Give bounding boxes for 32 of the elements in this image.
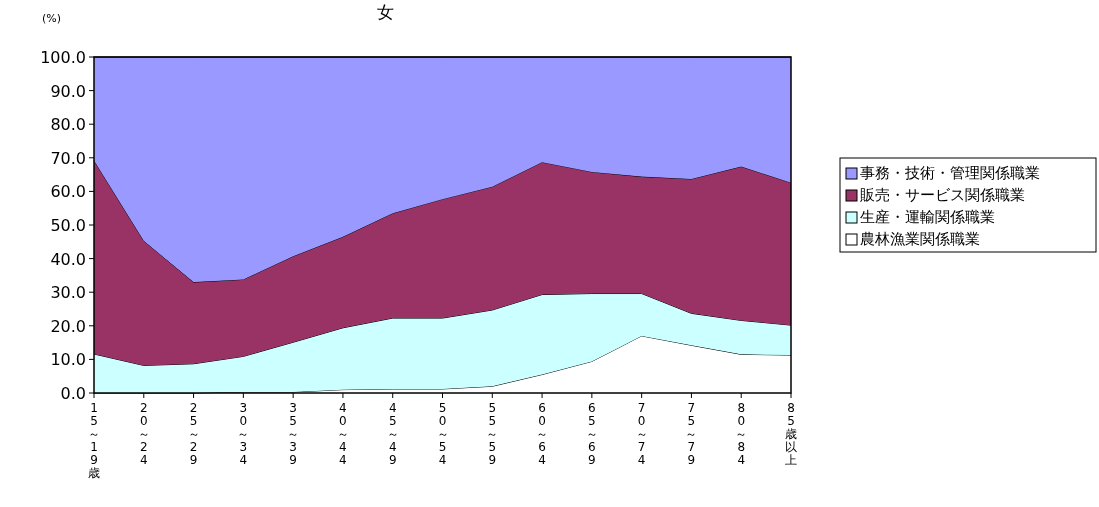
x-tick-label: 85歳以上 (785, 401, 797, 467)
legend-label: 事務・技術・管理関係職業 (860, 164, 1040, 182)
x-tick-label: 40～44 (336, 401, 349, 467)
x-tick-label: 20～24 (137, 401, 150, 467)
x-tick-label: 80～84 (735, 401, 748, 467)
x-tick-label: 60～64 (536, 401, 549, 467)
legend-label: 農林漁業関係職業 (860, 230, 980, 248)
x-tick-label: 30～34 (237, 401, 250, 467)
y-tick-label: 20.0 (50, 316, 86, 336)
y-tick-label: 10.0 (50, 350, 86, 370)
y-tick-label: 70.0 (50, 148, 86, 168)
y-tick-label: 60.0 (50, 182, 86, 202)
chart-title: 女 (376, 2, 394, 22)
y-axis-title: (%) (42, 12, 62, 25)
x-tick-label: 45～49 (386, 401, 399, 467)
x-tick-label: 15～19歳 (88, 401, 100, 480)
x-tick-label: 35～39 (287, 401, 300, 467)
x-tick-label: 75～79 (685, 401, 698, 467)
legend-label: 生産・運輸関係職業 (860, 208, 995, 226)
y-tick-label: 40.0 (50, 249, 86, 269)
x-tick-label: 55～59 (486, 401, 499, 467)
y-tick-label: 100.0 (40, 48, 86, 67)
y-tick-label: 30.0 (50, 283, 86, 303)
x-tick-label: 70～74 (635, 401, 648, 467)
legend-label: 販売・サービス関係職業 (860, 186, 1025, 204)
y-tick-label: 0.0 (60, 384, 86, 403)
y-tick-label: 90.0 (50, 81, 86, 101)
y-tick-label: 80.0 (50, 115, 86, 135)
y-tick-label: 50.0 (50, 216, 86, 235)
x-tick-label: 25～29 (187, 401, 200, 467)
x-tick-label: 65～69 (585, 401, 598, 467)
x-tick-label: 50～54 (436, 401, 449, 467)
